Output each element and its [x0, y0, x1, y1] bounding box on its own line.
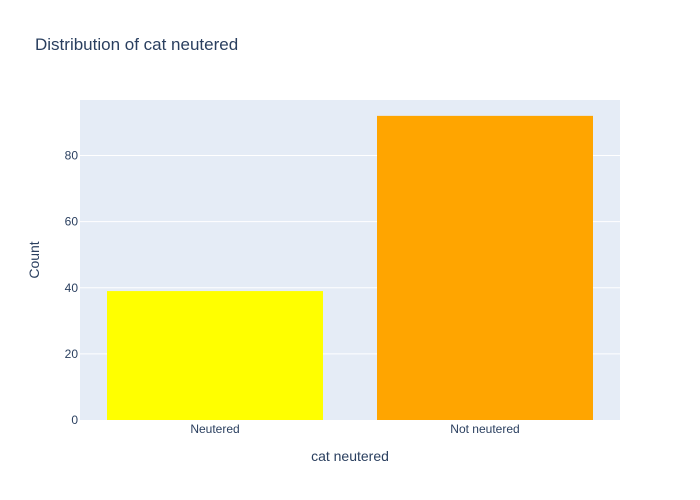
y-axis-ticks: 0 20 40 60 80 [65, 149, 79, 427]
y-tick-label: 0 [71, 413, 78, 427]
y-tick-label: 40 [65, 281, 79, 295]
x-tick-label: Not neutered [450, 422, 519, 436]
y-axis-title: Count [26, 241, 42, 278]
x-axis-title: cat neutered [311, 448, 389, 464]
x-tick-label: Neutered [190, 422, 239, 436]
x-axis-ticks: Neutered Not neutered [190, 422, 519, 436]
chart-title: Distribution of cat neutered [35, 35, 238, 54]
bar-neutered [107, 291, 323, 420]
y-tick-label: 20 [65, 347, 79, 361]
bar-not-neutered [377, 115, 593, 420]
bars [107, 115, 593, 420]
y-tick-label: 60 [65, 215, 79, 229]
y-tick-label: 80 [65, 149, 79, 163]
